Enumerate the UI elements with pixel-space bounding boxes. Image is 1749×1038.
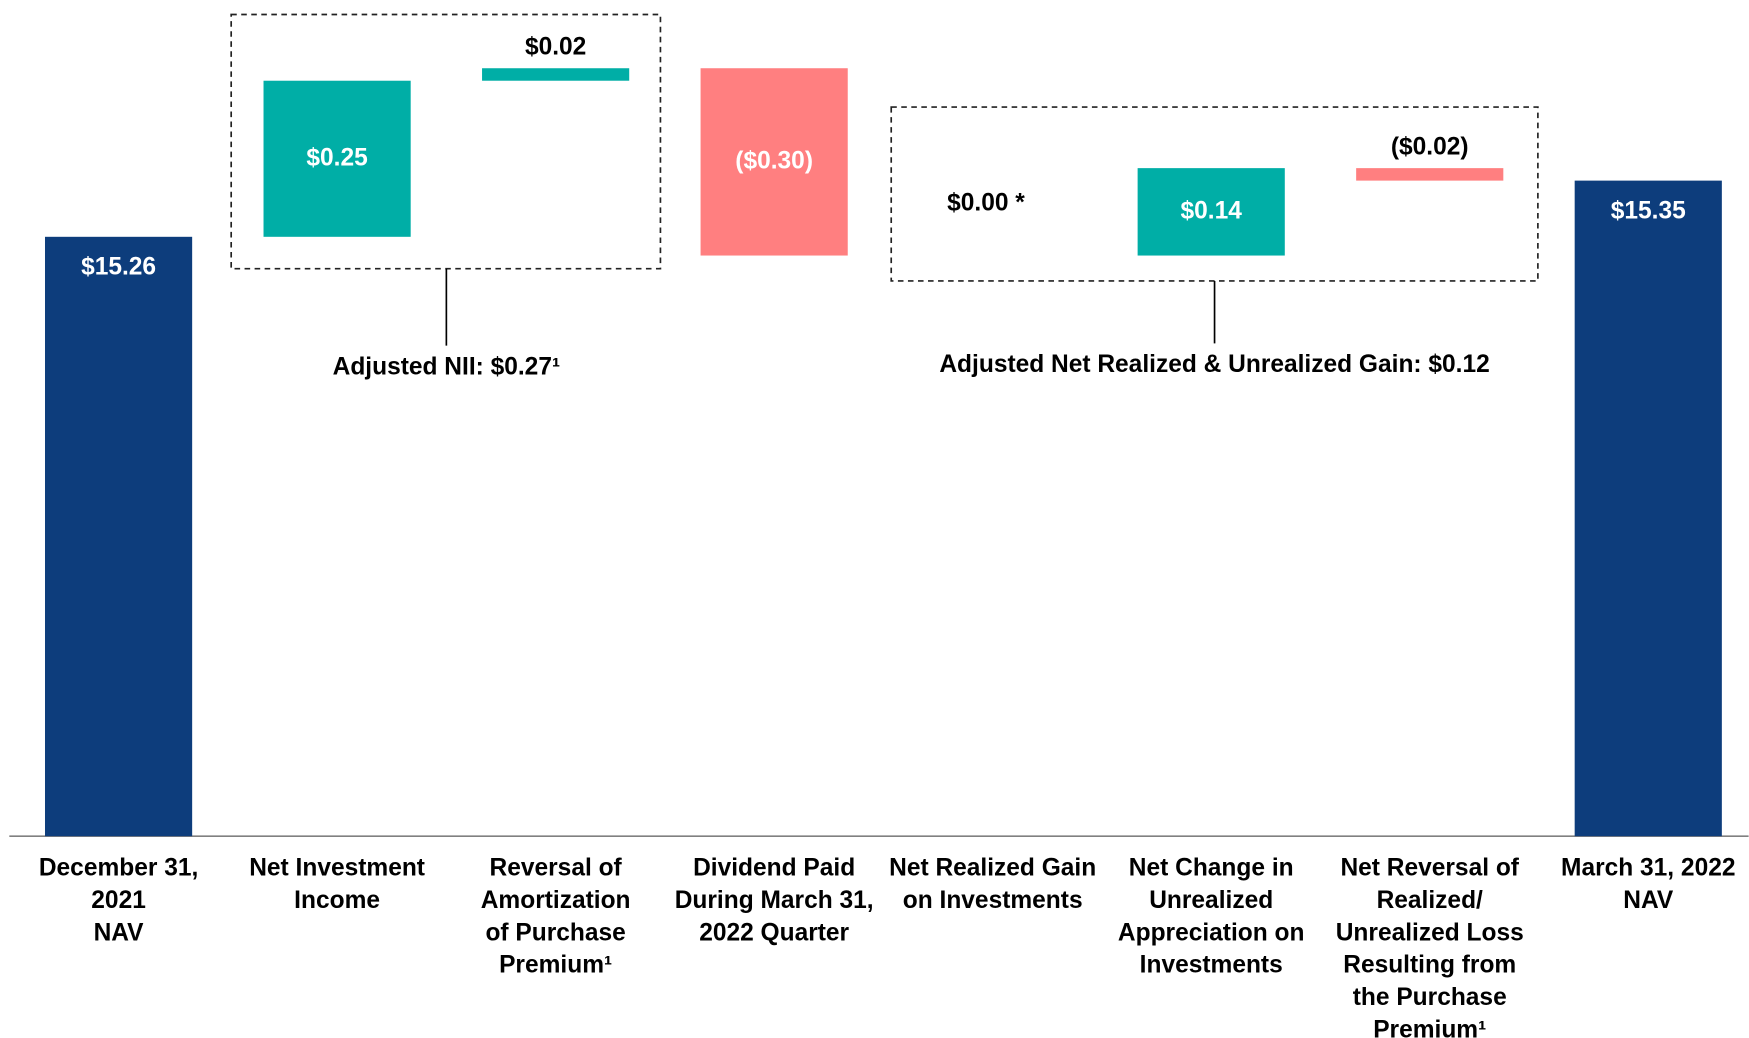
label-line: Premium¹ xyxy=(499,952,612,979)
label-line: Appreciation on xyxy=(1118,920,1305,947)
label-line: on Investments xyxy=(903,887,1083,914)
label-line: During March 31, xyxy=(675,887,874,914)
label-line: Resulting from xyxy=(1343,952,1516,979)
label-line: Investments xyxy=(1140,952,1283,979)
label-line: NAV xyxy=(94,920,145,947)
bar xyxy=(1356,168,1504,181)
label-line: 2022 Quarter xyxy=(699,920,849,947)
bar xyxy=(1137,168,1285,256)
annotation: Adjusted NII: $0.27¹ xyxy=(333,353,560,380)
x-tick-label: Net Change in Unrealized Appreciation on In… xyxy=(1118,855,1305,979)
annotation: Adjusted Net Realized & Unrealized Gain:… xyxy=(939,351,1489,378)
label-line: March 31, 2022 xyxy=(1561,855,1735,882)
x-tick-label: December 31, 2021 NAV xyxy=(39,855,198,947)
x-tick-label: Net Investment Income xyxy=(249,855,425,914)
label-line: of Purchase xyxy=(485,920,625,947)
label-line: Net Change in xyxy=(1129,855,1294,882)
bar xyxy=(482,68,630,81)
label-line: December 31, xyxy=(39,855,198,882)
label-line: Amortization xyxy=(481,887,631,914)
label-line: Unrealized Loss xyxy=(1336,920,1524,947)
x-tick-label: Net Realized Gain on Investments xyxy=(889,855,1096,914)
bar xyxy=(700,68,848,256)
label-line: Net Investment xyxy=(249,855,425,882)
value-label: $0.00 * xyxy=(947,190,1025,217)
value-label: $0.02 xyxy=(525,34,586,61)
value-label: $15.26 xyxy=(81,254,156,281)
label-line: 2021 xyxy=(91,887,146,914)
x-tick-label: Reversal of Amortization of Purchase Premiu… xyxy=(481,855,631,979)
label-line: Realized/ xyxy=(1377,887,1483,914)
label-line: Income xyxy=(294,887,380,914)
value-label: $15.35 xyxy=(1611,197,1686,224)
label-line: NAV xyxy=(1623,887,1674,914)
value-label: $0.25 xyxy=(306,144,367,171)
label-line: Premium¹ xyxy=(1373,1017,1486,1038)
label-line: Reversal of xyxy=(490,855,623,882)
value-label: ($0.30) xyxy=(735,147,813,174)
bar xyxy=(1574,180,1722,837)
x-tick-label: Dividend Paid During March 31, 2022 Quarte… xyxy=(675,855,874,947)
value-label: ($0.02) xyxy=(1391,134,1469,161)
label-line: the Purchase xyxy=(1353,984,1507,1011)
bar xyxy=(44,236,193,837)
label-line: Dividend Paid xyxy=(693,855,855,882)
label-line: Net Realized Gain xyxy=(889,855,1096,882)
value-label: $0.14 xyxy=(1181,197,1243,224)
x-tick-label: Net Reversal of Realized/Unrealized Loss R… xyxy=(1336,855,1524,1038)
label-line: Unrealized xyxy=(1149,887,1273,914)
bar xyxy=(263,80,411,237)
x-tick-label: March 31, 2022 NAV xyxy=(1561,855,1735,914)
label-line: Net Reversal of xyxy=(1340,855,1519,882)
